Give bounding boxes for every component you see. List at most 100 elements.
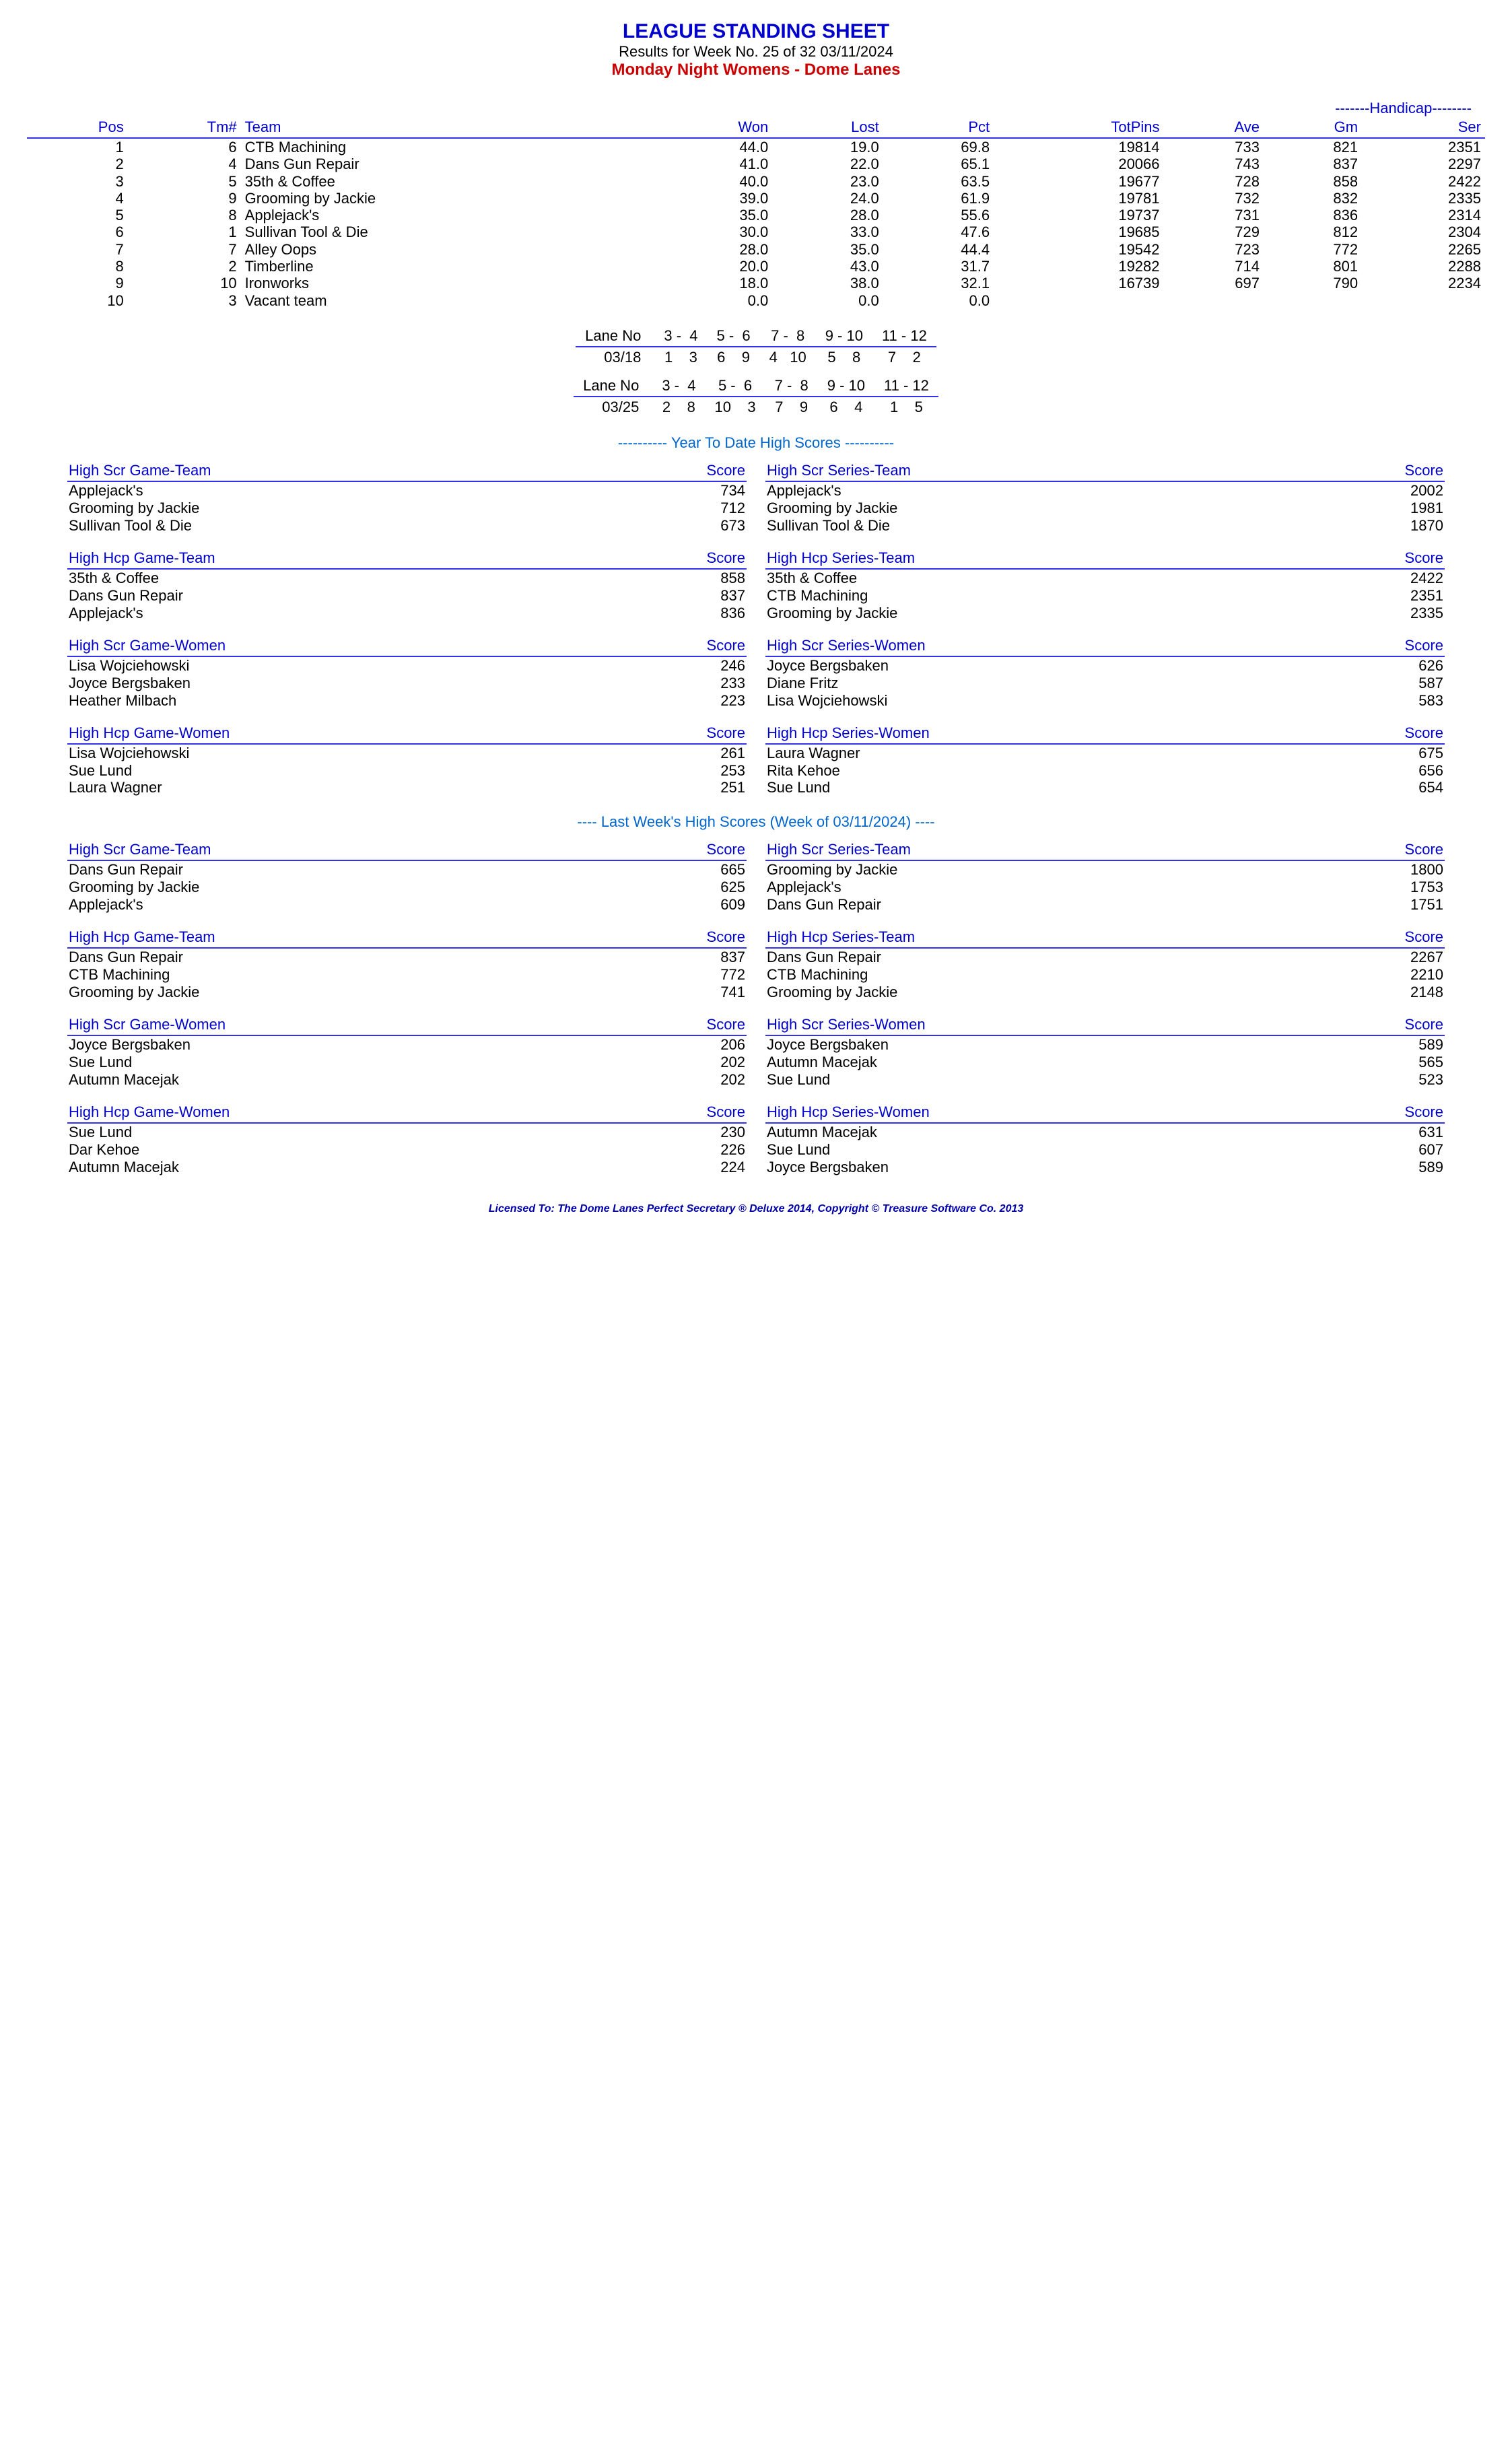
score-row-value: 224: [720, 1159, 745, 1176]
score-row-name: Sue Lund: [69, 1124, 132, 1141]
score-row-value: 1751: [1410, 896, 1443, 914]
score-row-value: 2002: [1410, 482, 1443, 500]
score-row-value: 2422: [1410, 570, 1443, 587]
score-row-name: Sue Lund: [767, 1071, 830, 1089]
lane-assignment: 6 9: [708, 347, 760, 368]
score-row-name: Joyce Bergsbaken: [767, 1159, 889, 1176]
score-block: High Scr Game-TeamScoreDans Gun Repair66…: [67, 841, 747, 914]
score-row: Dans Gun Repair665: [67, 861, 747, 879]
score-row: Sue Lund654: [765, 779, 1445, 796]
score-row-name: Laura Wagner: [69, 779, 162, 796]
score-row: Joyce Bergsbaken206: [67, 1036, 747, 1054]
lane-pair: 7 - 8: [760, 326, 816, 347]
score-row: Sue Lund607: [765, 1141, 1445, 1159]
standings-col-won: Won: [658, 117, 772, 138]
score-row-value: 654: [1418, 779, 1443, 796]
score-row-name: Applejack's: [69, 605, 143, 622]
score-row-value: 837: [720, 949, 745, 966]
score-block-title: High Hcp Series-Team: [767, 928, 915, 946]
score-block-score-label: Score: [707, 1103, 745, 1121]
report-header: LEAGUE STANDING SHEET Results for Week N…: [27, 20, 1485, 79]
score-row-name: Grooming by Jackie: [767, 861, 897, 879]
lane-assignment: 7 9: [765, 397, 818, 417]
score-row: Lisa Wojciehowski 246: [67, 657, 747, 675]
score-row-value: 523: [1418, 1071, 1443, 1089]
score-row-name: Lisa Wojciehowski: [69, 657, 189, 675]
score-block: High Scr Game-TeamScoreApplejack's734Gro…: [67, 462, 747, 535]
score-block-title: High Scr Series-Women: [767, 637, 926, 654]
score-block-score-label: Score: [707, 462, 745, 479]
score-row-name: CTB Machining: [767, 587, 868, 605]
score-row-name: Applejack's: [767, 482, 841, 500]
score-block-score-label: Score: [707, 724, 745, 742]
score-row-name: Heather Milbach: [69, 692, 176, 710]
score-block: High Hcp Series-TeamScore35th & Coffee24…: [765, 549, 1445, 622]
score-row: Joyce Bergsbaken626: [765, 657, 1445, 675]
score-row-value: 2210: [1410, 966, 1443, 984]
score-block-title: High Hcp Game-Women: [69, 724, 230, 742]
score-row: Diane Fritz587: [765, 675, 1445, 692]
score-row-name: Sullivan Tool & Die: [69, 517, 192, 535]
score-block-title: High Hcp Game-Women: [69, 1103, 230, 1121]
score-row-value: 675: [1418, 745, 1443, 762]
score-row-name: Autumn Macejak: [69, 1159, 179, 1176]
score-row-value: 625: [720, 879, 745, 896]
score-row-name: Joyce Bergsbaken: [767, 1036, 889, 1054]
score-row: Lisa Wojciehowski261: [67, 745, 747, 762]
standings-row: 16CTB Machining44.019.069.81981473382123…: [27, 138, 1485, 156]
score-row-value: 631: [1418, 1124, 1443, 1141]
score-row-value: 223: [720, 692, 745, 710]
score-row: Dans Gun Repair 837: [67, 949, 747, 966]
score-row-name: Autumn Macejak: [767, 1054, 877, 1071]
standings-row: 77Alley Oops28.035.044.4195427237722265: [27, 241, 1485, 258]
score-row-value: 2148: [1410, 984, 1443, 1001]
score-row-value: 1753: [1410, 879, 1443, 896]
lane-assignment: 7 2: [872, 347, 936, 368]
standings-col-gm: Gm: [1264, 117, 1362, 138]
score-row-value: 230: [720, 1124, 745, 1141]
score-row: Autumn Macejak631: [765, 1124, 1445, 1141]
score-row-name: Laura Wagner: [767, 745, 860, 762]
score-row: 35th & Coffee858: [67, 570, 747, 587]
score-row-name: Sue Lund: [69, 762, 132, 780]
score-row-value: 741: [720, 984, 745, 1001]
lane-assignment: 6 4: [818, 397, 874, 417]
score-row: Joyce Bergsbaken589: [765, 1159, 1445, 1176]
score-row-name: Grooming by Jackie: [767, 500, 897, 517]
score-row: Autumn Macejak202: [67, 1071, 747, 1089]
score-block: High Hcp Game-TeamScoreDans Gun Repair83…: [67, 928, 747, 1001]
score-block-title: High Scr Game-Team: [69, 462, 211, 479]
score-row-value: 1870: [1410, 517, 1443, 535]
ytd-section-title: ---------- Year To Date High Scores ----…: [27, 434, 1485, 452]
score-row-value: 2267: [1410, 949, 1443, 966]
score-block: High Scr Series-WomenScoreJoyce Bergsbak…: [765, 1016, 1445, 1089]
page-subtitle: Results for Week No. 25 of 32 03/11/2024: [27, 43, 1485, 61]
standings-col-lost: Lost: [772, 117, 883, 138]
score-row-value: 1800: [1410, 861, 1443, 879]
score-row: Sue Lund 523: [765, 1071, 1445, 1089]
score-row: Sue Lund 230: [67, 1124, 747, 1141]
score-row-value: 206: [720, 1036, 745, 1054]
standings-row: 82Timberline20.043.031.7192827148012288: [27, 258, 1485, 275]
score-row-value: 246: [720, 657, 745, 675]
score-row: 35th & Coffee2422: [765, 570, 1445, 587]
score-row-name: Dans Gun Repair: [767, 949, 881, 966]
score-row-name: Applejack's: [767, 879, 841, 896]
score-block-score-label: Score: [1405, 549, 1443, 567]
score-block-score-label: Score: [707, 1016, 745, 1033]
score-block: High Hcp Game-TeamScore35th & Coffee858D…: [67, 549, 747, 622]
score-row: Heather Milbach 223: [67, 692, 747, 710]
score-block-title: High Scr Series-Team: [767, 462, 911, 479]
score-row-value: 2351: [1410, 587, 1443, 605]
score-row: Dans Gun Repair 2267: [765, 949, 1445, 966]
score-row-name: Dans Gun Repair: [69, 949, 183, 966]
lane-pair: 9 - 10: [816, 326, 872, 347]
score-block-score-label: Score: [1405, 1103, 1443, 1121]
lane-assignment: 10 3: [705, 397, 765, 417]
standings-col-totpins: TotPins: [994, 117, 1163, 138]
score-block-score-label: Score: [1405, 841, 1443, 858]
score-row-value: 226: [720, 1141, 745, 1159]
standings-col-pos: Pos: [27, 117, 128, 138]
score-block: High Scr Series-TeamScoreGrooming by Jac…: [765, 841, 1445, 914]
score-row-name: Dans Gun Repair: [69, 861, 183, 879]
